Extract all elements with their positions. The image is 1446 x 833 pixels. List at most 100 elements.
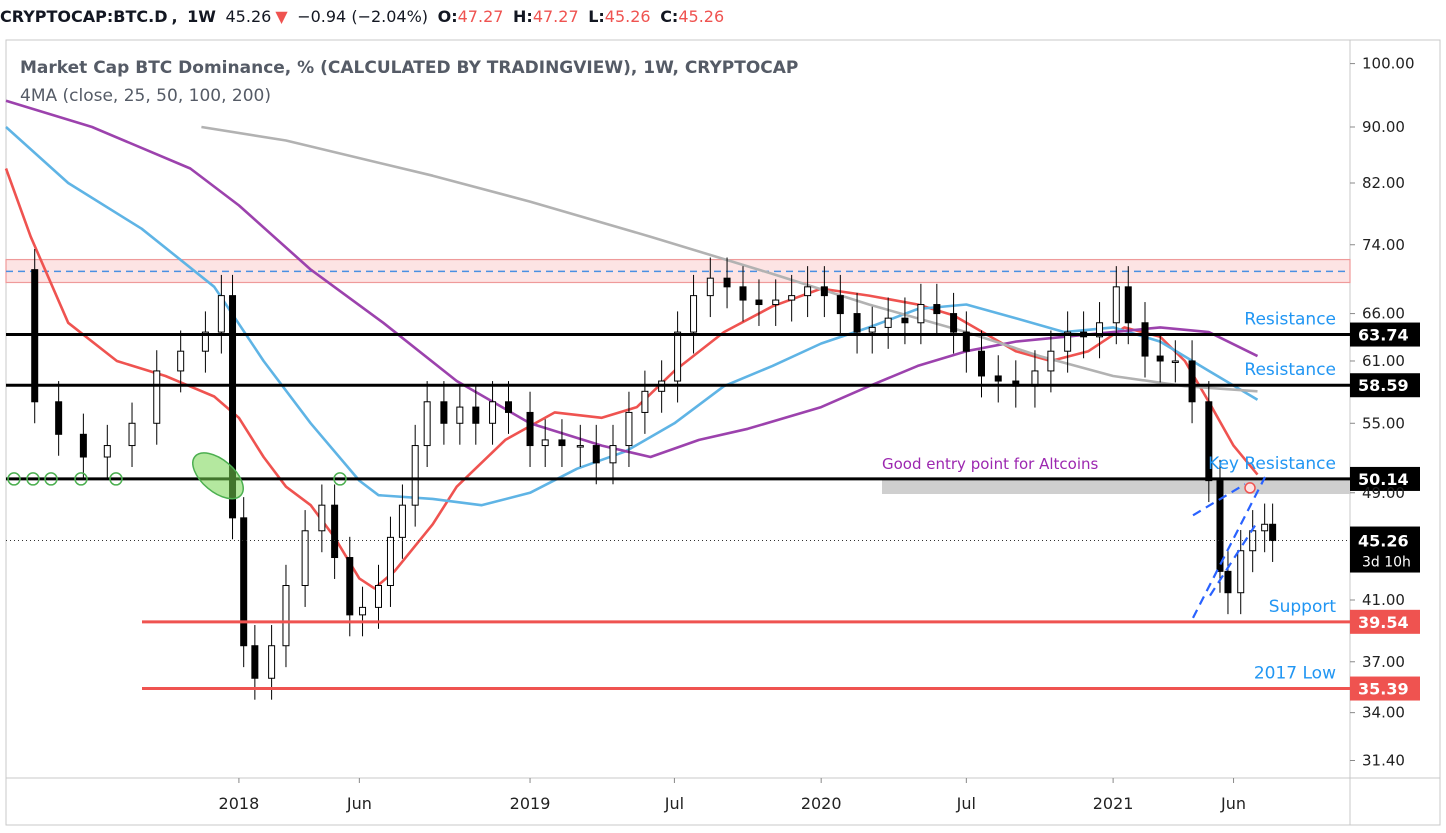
candle-up bbox=[1112, 286, 1120, 324]
candle-down bbox=[933, 304, 941, 315]
last-price-label: 45.26 bbox=[1358, 532, 1409, 551]
last-price-tag bbox=[1350, 526, 1420, 573]
candle-up bbox=[489, 401, 497, 424]
candle-down bbox=[836, 295, 844, 315]
close-value: 45.26 bbox=[678, 7, 725, 26]
candle-down bbox=[79, 433, 87, 458]
candle-down bbox=[558, 439, 566, 447]
candle-down bbox=[950, 313, 958, 333]
candle-down bbox=[1156, 355, 1164, 362]
low-label: L: bbox=[588, 7, 605, 26]
candle-up bbox=[359, 606, 367, 616]
level-price-label: 63.74 bbox=[1358, 326, 1409, 345]
candle-down bbox=[472, 406, 480, 424]
level-price-tag bbox=[1350, 322, 1420, 347]
level-price-label: 58.59 bbox=[1358, 376, 1409, 395]
candle-down bbox=[1124, 286, 1132, 324]
candle-down bbox=[739, 286, 747, 301]
level-touch-marker bbox=[74, 472, 88, 486]
candle-up bbox=[576, 445, 584, 448]
candle-up bbox=[884, 317, 892, 328]
x-tick-label: 2018 bbox=[219, 794, 260, 813]
chart-frame bbox=[5, 39, 1441, 826]
candle-up bbox=[1064, 331, 1072, 352]
level-price-tag bbox=[1350, 609, 1420, 634]
candle-down bbox=[994, 375, 1002, 382]
y-tick-label: 34.00 bbox=[1362, 704, 1405, 722]
entry-zone-band bbox=[882, 478, 1350, 494]
level-price-tag bbox=[1350, 373, 1420, 398]
candle-down bbox=[853, 313, 861, 333]
candle-up bbox=[804, 286, 812, 297]
y-tick-label: 90.00 bbox=[1362, 118, 1405, 136]
candle-up bbox=[268, 645, 276, 679]
level-touch-marker bbox=[109, 472, 123, 486]
candle-down bbox=[440, 401, 448, 424]
x-tick-label: Jul bbox=[956, 794, 976, 813]
retest-highlight-ellipse bbox=[192, 452, 244, 500]
candle-up bbox=[625, 411, 633, 447]
y-tick-label: 41.00 bbox=[1362, 591, 1405, 609]
wedge-top-marker bbox=[1244, 482, 1256, 494]
candle-down bbox=[240, 517, 248, 647]
candle-down bbox=[977, 350, 985, 377]
chart-subtitle[interactable]: 4MA (close, 25, 50, 100, 200) bbox=[20, 86, 271, 106]
level-touch-marker bbox=[44, 472, 58, 486]
candle-down bbox=[346, 557, 354, 616]
low-value: 45.26 bbox=[604, 7, 651, 26]
candle-up bbox=[641, 390, 649, 413]
candle-up bbox=[1171, 360, 1179, 363]
open-value: 47.27 bbox=[457, 7, 504, 26]
level-note: Support bbox=[1269, 597, 1337, 617]
y-tick-label: 82.00 bbox=[1362, 174, 1405, 192]
candle-down bbox=[1224, 570, 1232, 594]
candle-up bbox=[128, 422, 136, 447]
candle-down bbox=[592, 445, 600, 464]
high-value: 47.27 bbox=[532, 7, 579, 26]
symbol-name[interactable]: CRYPTOCAP:BTC.D bbox=[0, 7, 168, 26]
candle-down bbox=[1188, 360, 1196, 403]
candle-up bbox=[423, 401, 431, 447]
y-tick-label: 55.00 bbox=[1362, 414, 1405, 432]
candle-up bbox=[456, 406, 464, 424]
level-note: 2017 Low bbox=[1254, 664, 1336, 684]
level-note: Resistance bbox=[1244, 360, 1336, 380]
candle-up bbox=[1237, 550, 1245, 594]
down-arrow-icon: ▼ bbox=[275, 7, 288, 26]
candle-up bbox=[386, 536, 394, 587]
candle-up bbox=[690, 295, 698, 333]
candle-down bbox=[1216, 480, 1224, 572]
candle-down bbox=[1269, 523, 1277, 542]
candle-up bbox=[706, 277, 714, 297]
candle-up bbox=[1047, 350, 1055, 372]
chart-area[interactable]: 63.74 Resistance 58.59 Resistance 50.14 Key R… bbox=[0, 34, 1446, 833]
level-touch-marker bbox=[26, 472, 40, 486]
level-touch-marker bbox=[7, 472, 21, 486]
candle-up bbox=[917, 304, 925, 324]
candle-down bbox=[1205, 401, 1213, 482]
ma200-line bbox=[201, 125, 1258, 393]
y-tick-label: 31.40 bbox=[1362, 752, 1405, 770]
candle-down bbox=[723, 277, 731, 288]
ma50-line bbox=[5, 126, 1259, 507]
symbol-header: CRYPTOCAP:BTC.D, 1W 45.26 ▼ −0.94 (−2.04%… bbox=[0, 0, 1446, 34]
candle-down bbox=[820, 286, 828, 297]
candle-down bbox=[55, 401, 63, 435]
candle-up bbox=[103, 445, 111, 458]
drawing-annotations: Good entry point for Altcoins bbox=[7, 452, 1266, 619]
candlesticks[interactable] bbox=[31, 248, 1277, 700]
level-price-label: 35.39 bbox=[1358, 680, 1409, 699]
candle-up bbox=[153, 370, 161, 424]
candle-down bbox=[251, 645, 259, 679]
y-tick-label: 66.00 bbox=[1362, 305, 1405, 323]
candle-down bbox=[505, 401, 513, 413]
high-label: H: bbox=[513, 7, 533, 26]
candle-down bbox=[526, 411, 534, 447]
candle-up bbox=[411, 445, 419, 506]
candle-up bbox=[301, 530, 309, 587]
interval-label[interactable]: 1W bbox=[187, 7, 216, 26]
chart-title: Market Cap BTC Dominance, % (CALCULATED … bbox=[20, 58, 798, 78]
x-tick-label: Jun bbox=[346, 794, 372, 813]
level-price-tag bbox=[1350, 676, 1420, 701]
horizontal-levels: 63.74 Resistance 58.59 Resistance 50.14 Key R… bbox=[6, 310, 1420, 701]
